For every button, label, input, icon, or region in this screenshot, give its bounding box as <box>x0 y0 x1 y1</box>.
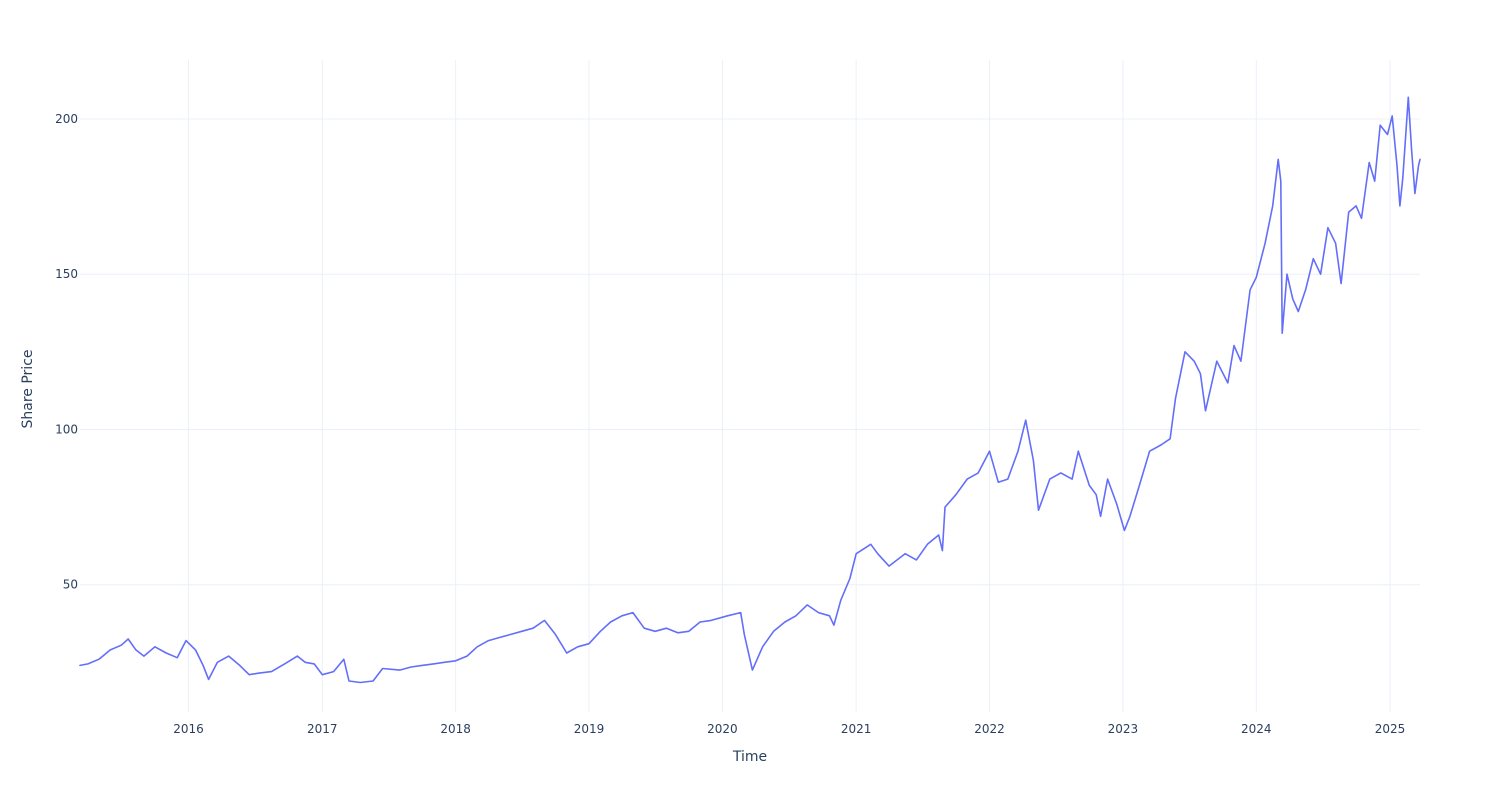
x-tick-label: 2019 <box>574 722 605 736</box>
x-tick-label: 2017 <box>307 722 338 736</box>
x-tick-label: 2024 <box>1241 722 1272 736</box>
y-tick-label: 50 <box>63 578 78 592</box>
x-tick-label: 2018 <box>440 722 471 736</box>
x-tick-label: 2021 <box>841 722 872 736</box>
series-layer <box>79 96 1421 684</box>
y-tick-label: 150 <box>55 267 78 281</box>
x-tick-label: 2022 <box>974 722 1005 736</box>
x-axis-ticks: 2016 2017 2018 2019 2020 2021 2022 2023 2024 2025 <box>173 722 1405 736</box>
x-axis-title: Time <box>732 749 767 765</box>
y-tick-label: 200 <box>55 112 78 126</box>
y-axis-ticks: 50 100 150 200 <box>55 112 78 592</box>
y-tick-label: 100 <box>55 422 78 436</box>
x-tick-label: 2023 <box>1108 722 1139 736</box>
x-tick-label: 2016 <box>173 722 204 736</box>
y-axis-title: Share Price <box>20 349 36 428</box>
x-tick-label: 2020 <box>707 722 738 736</box>
x-tick-label: 2025 <box>1375 722 1406 736</box>
series-line-0 <box>79 96 1421 684</box>
grid-lines <box>80 60 1420 712</box>
